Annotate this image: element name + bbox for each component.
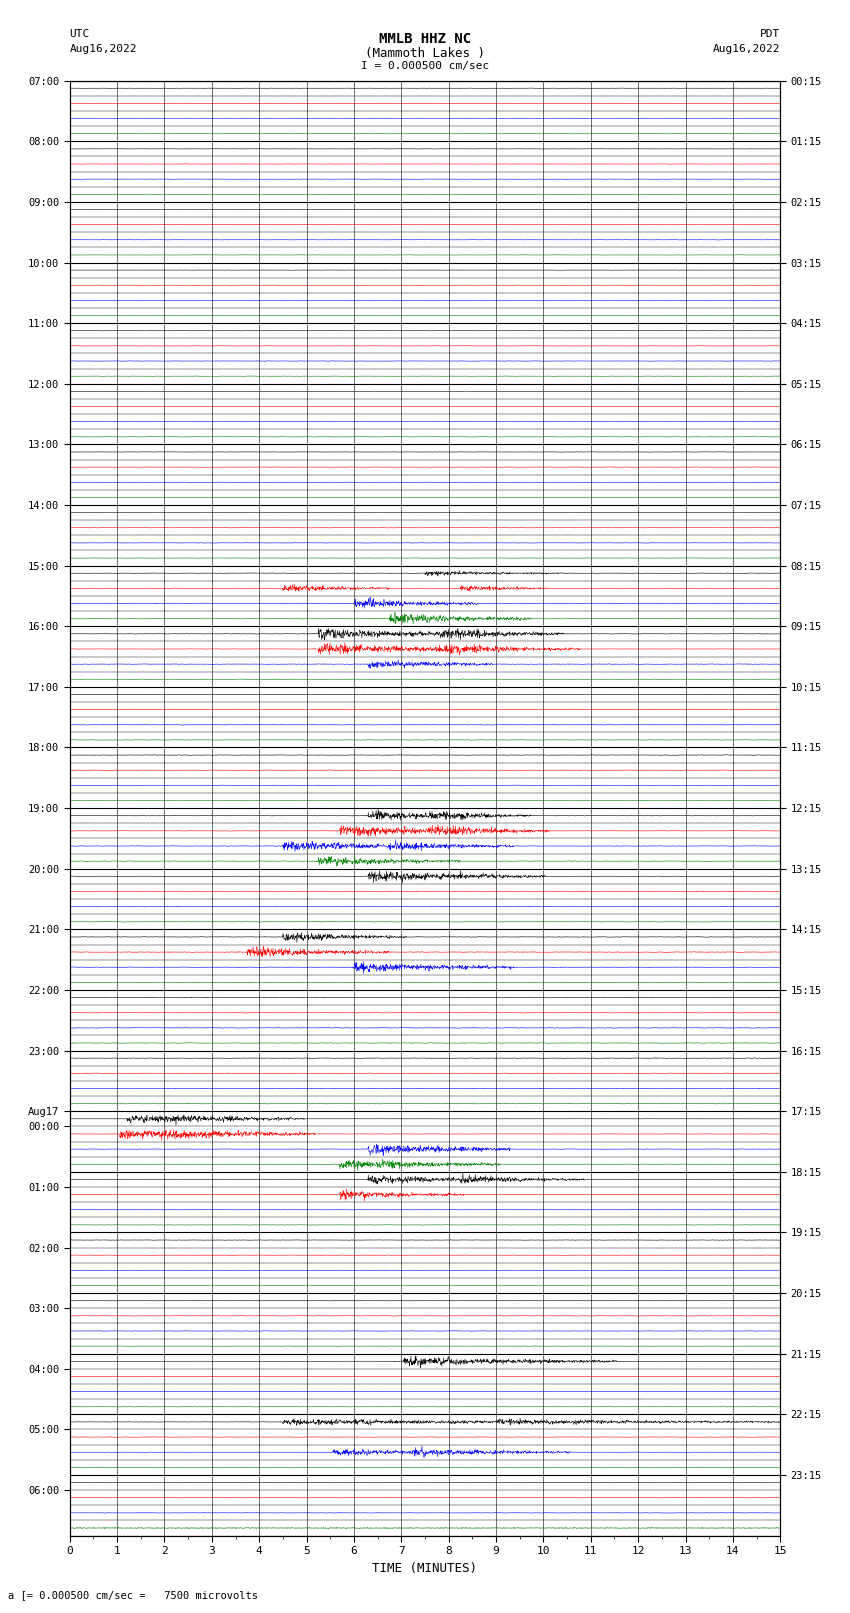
Text: a [= 0.000500 cm/sec =   7500 microvolts: a [= 0.000500 cm/sec = 7500 microvolts	[8, 1590, 258, 1600]
Text: I = 0.000500 cm/sec: I = 0.000500 cm/sec	[361, 61, 489, 71]
Text: (Mammoth Lakes ): (Mammoth Lakes )	[365, 47, 485, 60]
Text: Aug16,2022: Aug16,2022	[713, 44, 780, 53]
Text: Aug16,2022: Aug16,2022	[70, 44, 137, 53]
Text: MMLB HHZ NC: MMLB HHZ NC	[379, 32, 471, 47]
Text: PDT: PDT	[760, 29, 780, 39]
Text: UTC: UTC	[70, 29, 90, 39]
X-axis label: TIME (MINUTES): TIME (MINUTES)	[372, 1561, 478, 1574]
